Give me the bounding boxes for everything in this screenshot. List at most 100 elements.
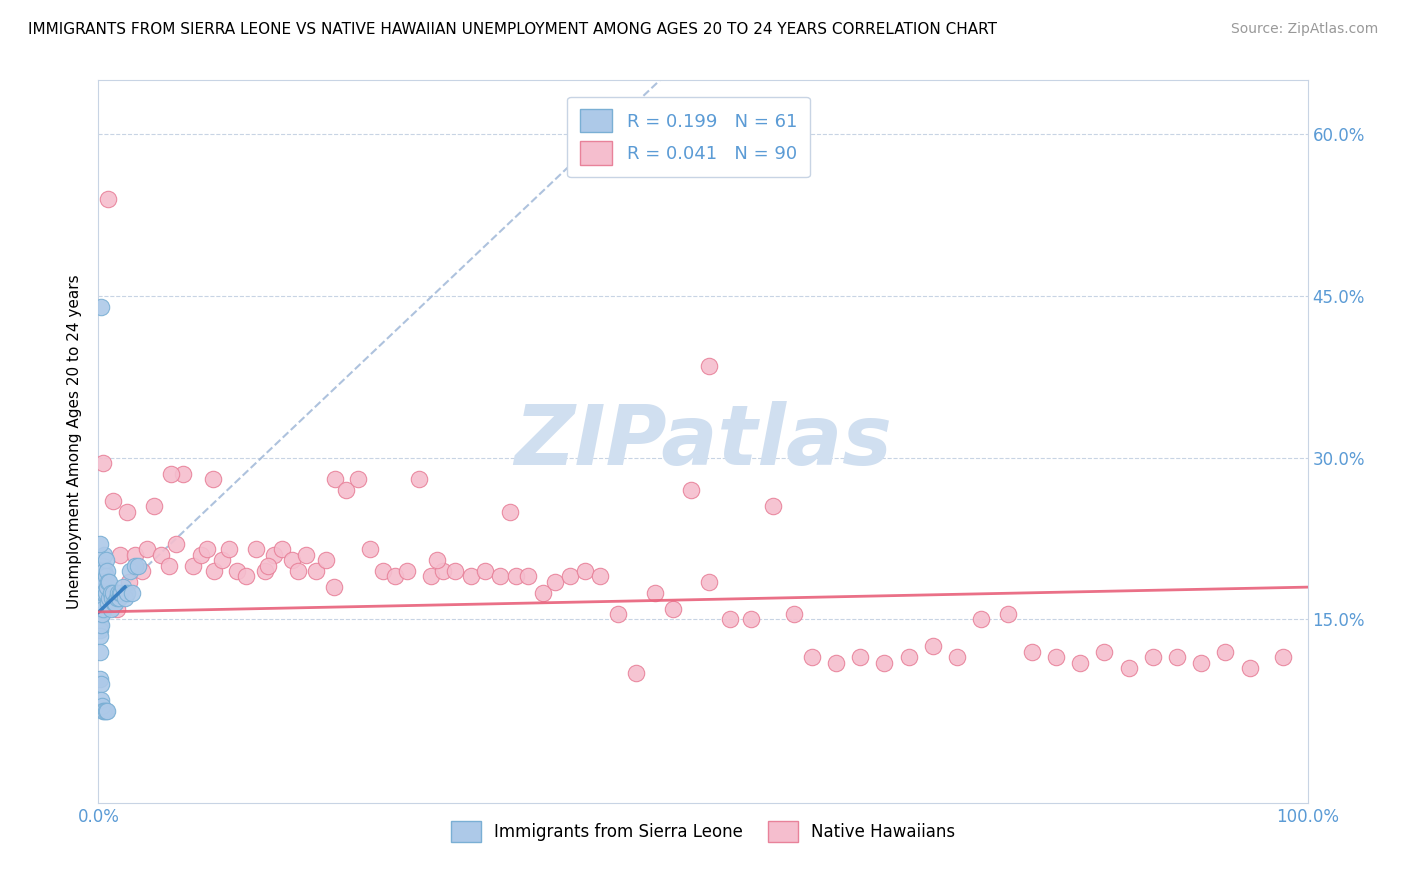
Point	[347, 472, 370, 486]
Point	[849, 650, 872, 665]
Point	[135, 542, 157, 557]
Point	[226, 564, 249, 578]
Point	[474, 564, 496, 578]
Point	[287, 564, 309, 578]
Point	[97, 192, 120, 206]
Point	[91, 596, 114, 610]
Point	[91, 698, 114, 713]
Point	[607, 607, 630, 621]
Point	[143, 500, 166, 514]
Point	[782, 607, 804, 621]
Point	[165, 537, 187, 551]
Point	[100, 585, 122, 599]
Point	[897, 650, 920, 665]
Point	[1189, 656, 1212, 670]
Point	[124, 548, 146, 562]
Point	[190, 548, 212, 562]
Point	[181, 558, 204, 573]
Point	[946, 650, 969, 665]
Point	[505, 569, 527, 583]
Point	[1094, 645, 1116, 659]
Point	[531, 585, 554, 599]
Point	[127, 558, 149, 573]
Point	[90, 618, 112, 632]
Point	[460, 569, 482, 583]
Point	[91, 574, 114, 589]
Point	[800, 650, 823, 665]
Point	[89, 629, 111, 643]
Point	[420, 569, 443, 583]
Point	[1118, 661, 1140, 675]
Point	[96, 580, 118, 594]
Point	[89, 612, 111, 626]
Point	[91, 601, 114, 615]
Point	[94, 569, 117, 583]
Point	[118, 574, 141, 589]
Point	[697, 359, 720, 373]
Point	[325, 472, 347, 486]
Point	[97, 574, 120, 589]
Point	[91, 607, 114, 621]
Point	[762, 500, 785, 514]
Point	[281, 553, 304, 567]
Point	[94, 704, 117, 718]
Point	[544, 574, 567, 589]
Point	[245, 542, 267, 557]
Point	[103, 596, 125, 610]
Point	[96, 564, 118, 578]
Point	[235, 569, 257, 583]
Point	[91, 585, 114, 599]
Point	[1069, 656, 1091, 670]
Point	[89, 537, 111, 551]
Point	[90, 677, 112, 691]
Point	[117, 505, 139, 519]
Y-axis label: Unemployment Among Ages 20 to 24 years: Unemployment Among Ages 20 to 24 years	[67, 274, 83, 609]
Point	[90, 601, 112, 615]
Point	[105, 591, 128, 605]
Point	[98, 574, 121, 589]
Point	[873, 656, 896, 670]
Point	[323, 580, 346, 594]
Point	[1272, 650, 1295, 665]
Point	[921, 640, 943, 654]
Point	[108, 591, 131, 605]
Point	[157, 558, 180, 573]
Point	[1142, 650, 1164, 665]
Point	[89, 624, 111, 638]
Point	[679, 483, 702, 497]
Point	[360, 542, 382, 557]
Point	[100, 601, 122, 615]
Text: IMMIGRANTS FROM SIERRA LEONE VS NATIVE HAWAIIAN UNEMPLOYMENT AMONG AGES 20 TO 24: IMMIGRANTS FROM SIERRA LEONE VS NATIVE H…	[28, 22, 997, 37]
Point	[89, 672, 111, 686]
Point	[489, 569, 512, 583]
Point	[150, 548, 173, 562]
Point	[93, 585, 115, 599]
Point	[124, 558, 146, 573]
Point	[644, 585, 666, 599]
Point	[105, 601, 128, 615]
Point	[384, 569, 406, 583]
Point	[256, 558, 278, 573]
Point	[335, 483, 357, 497]
Point	[718, 612, 741, 626]
Point	[172, 467, 194, 481]
Point	[315, 553, 337, 567]
Point	[160, 467, 183, 481]
Point	[408, 472, 430, 486]
Point	[97, 596, 120, 610]
Point	[104, 596, 127, 610]
Point	[204, 564, 226, 578]
Point	[432, 564, 454, 578]
Point	[218, 542, 240, 557]
Point	[114, 591, 136, 605]
Point	[574, 564, 596, 578]
Point	[498, 505, 520, 519]
Point	[825, 656, 848, 670]
Point	[263, 548, 285, 562]
Point	[626, 666, 648, 681]
Point	[1215, 645, 1237, 659]
Text: Source: ZipAtlas.com: Source: ZipAtlas.com	[1230, 22, 1378, 37]
Point	[94, 553, 117, 567]
Point	[444, 564, 467, 578]
Point	[195, 542, 218, 557]
